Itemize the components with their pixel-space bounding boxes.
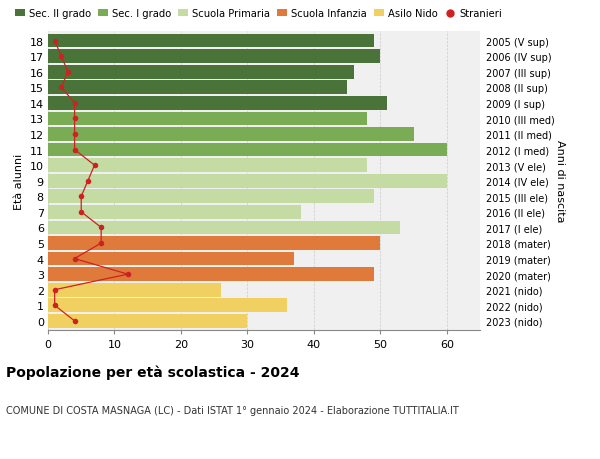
Bar (48, 283, 221, 297)
Point (70, 255, 79, 263)
Point (83, 178, 92, 185)
Bar (48, 268, 374, 281)
Point (76, 193, 86, 201)
Bar (48, 81, 347, 95)
Y-axis label: Età alunni: Età alunni (14, 153, 24, 209)
Point (70, 146, 79, 154)
Point (76, 209, 86, 216)
Bar (48, 190, 374, 204)
Bar (48, 50, 380, 64)
Point (90, 162, 100, 169)
Point (56, 53, 66, 61)
Text: COMUNE DI COSTA MASNAGA (LC) - Dati ISTAT 1° gennaio 2024 - Elaborazione TUTTITA: COMUNE DI COSTA MASNAGA (LC) - Dati ISTA… (6, 405, 459, 415)
Bar (48, 97, 387, 111)
Text: Popolazione per età scolastica - 2024: Popolazione per età scolastica - 2024 (6, 365, 299, 380)
Bar (48, 174, 447, 188)
Bar (48, 237, 380, 250)
Bar (48, 128, 413, 141)
Point (50, 286, 59, 294)
Point (50, 302, 59, 309)
Point (123, 271, 133, 278)
Point (70, 318, 79, 325)
Y-axis label: Anni di nascita: Anni di nascita (556, 140, 565, 223)
Point (97, 240, 106, 247)
Point (70, 100, 79, 107)
Point (70, 116, 79, 123)
Point (70, 131, 79, 138)
Bar (48, 252, 294, 266)
Bar (48, 66, 354, 79)
Bar (48, 299, 287, 313)
Legend: Sec. II grado, Sec. I grado, Scuola Primaria, Scuola Infanzia, Asilo Nido, Stran: Sec. II grado, Sec. I grado, Scuola Prim… (11, 5, 506, 23)
Point (97, 224, 106, 232)
Bar (48, 159, 367, 173)
Bar (48, 34, 374, 48)
Point (56, 84, 66, 92)
Point (63, 69, 73, 76)
Bar (48, 206, 301, 219)
Bar (48, 314, 247, 328)
Point (50, 38, 59, 45)
Bar (48, 112, 367, 126)
Bar (48, 221, 400, 235)
Bar (48, 143, 447, 157)
